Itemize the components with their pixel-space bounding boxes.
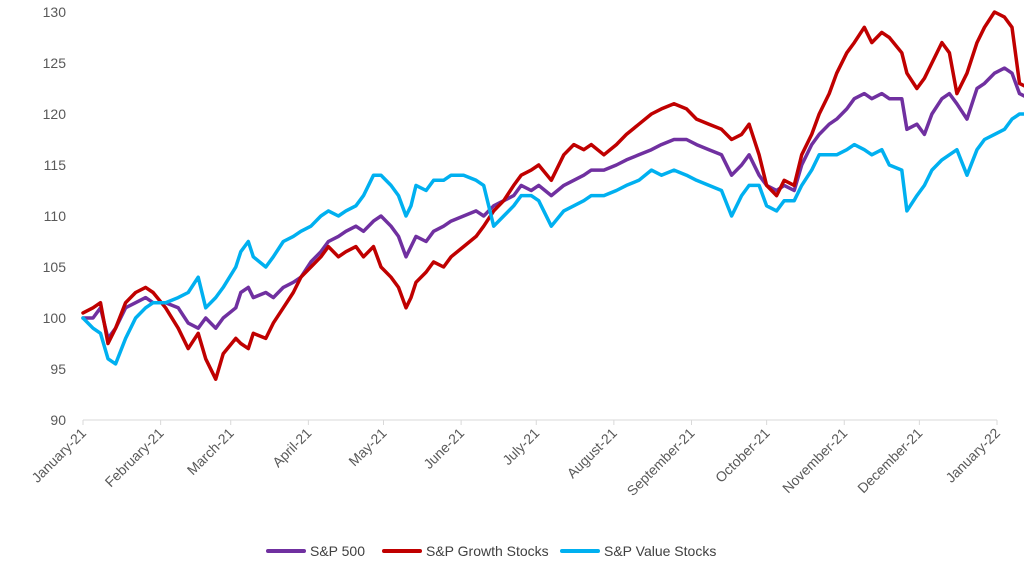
legend: S&P 500 S&P Growth Stocks S&P Value Stocks xyxy=(266,543,716,559)
y-tick-label: 115 xyxy=(44,157,67,173)
x-tick-label: December-21 xyxy=(854,425,925,496)
series-lines xyxy=(81,10,1024,381)
series-line-3 xyxy=(81,112,1024,366)
x-tick-label: October-21 xyxy=(712,425,773,486)
x-tick-label: January-22 xyxy=(942,425,1003,486)
y-tick-label: 120 xyxy=(43,106,67,122)
y-tick-label: 90 xyxy=(50,412,66,428)
y-tick-label: 110 xyxy=(44,208,67,224)
x-tick-label: March-21 xyxy=(184,425,237,478)
x-tick-label: April-21 xyxy=(269,425,315,471)
x-axis: January-21 February-21 March-21 April-21 May… xyxy=(28,419,1003,499)
x-tick-label: September-21 xyxy=(624,425,698,499)
legend-label: S&P Growth Stocks xyxy=(426,543,549,559)
x-tick-label: August-21 xyxy=(564,425,621,482)
x-tick-label: January-21 xyxy=(28,425,89,486)
x-tick-label: July-21 xyxy=(499,425,542,468)
legend-label: S&P 500 xyxy=(310,543,365,559)
x-tick-label: November-21 xyxy=(779,425,850,496)
y-tick-label: 95 xyxy=(50,361,66,377)
y-tick-label: 125 xyxy=(43,55,67,71)
series-line-1 xyxy=(81,66,1024,341)
legend-label: S&P Value Stocks xyxy=(604,543,716,559)
y-tick-label: 100 xyxy=(43,310,67,326)
y-tick-label: 130 xyxy=(43,4,67,20)
x-tick-label: February-21 xyxy=(102,425,167,490)
y-axis: 90 95 100 105 110 115 120 125 130 xyxy=(43,4,67,428)
y-tick-label: 105 xyxy=(43,259,67,275)
series-line-2 xyxy=(81,10,1024,381)
x-tick-label: May-21 xyxy=(345,425,389,469)
x-tick-label: June-21 xyxy=(420,425,467,472)
